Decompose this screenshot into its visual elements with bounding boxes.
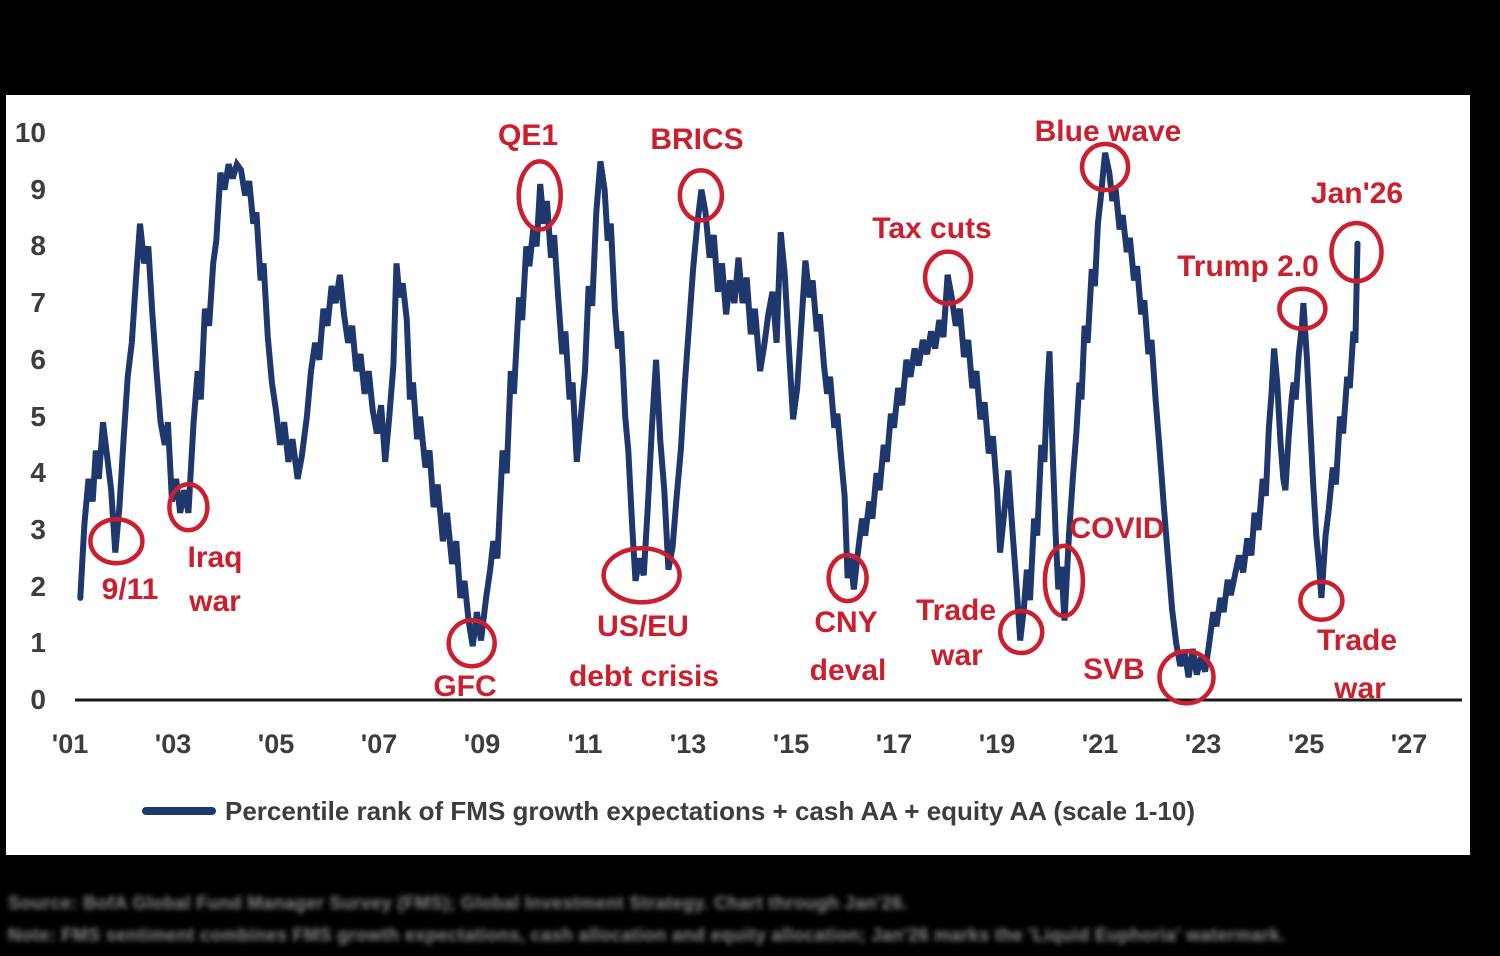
x-tick-label: '11 [567, 729, 603, 759]
legend-label: Percentile rank of FMS growth expectatio… [225, 795, 1195, 826]
y-tick-label: 4 [30, 457, 46, 489]
y-tick-label: 2 [30, 570, 46, 602]
annotation-circle-trump-2-0 [1277, 286, 1328, 332]
annotation-circles [88, 141, 1384, 706]
annotation-label-us-eu-debt-crisis: debt crisis [568, 660, 720, 693]
annotation-label-us-eu-debt-crisis: US/EU [597, 610, 689, 643]
annotation-label-gfc: GFC [433, 670, 497, 703]
footer-source-line-2: Note: FMS sentiment combines FMS growth … [8, 925, 1286, 945]
x-tick-label: '15 [772, 729, 810, 759]
y-tick-label: 8 [30, 230, 46, 262]
annotation-circle-nine-eleven [88, 516, 145, 566]
plot-area [6, 95, 1470, 855]
annotation-label-jan-26: Jan'26 [1310, 177, 1404, 210]
x-tick-label: '27 [1390, 729, 1428, 759]
annotation-label-cny-deval: CNY [814, 606, 878, 639]
annotation-label-cny-deval: deval [809, 654, 887, 687]
annotation-circle-blue-wave [1079, 141, 1131, 193]
annotation-circle-svb [1157, 649, 1216, 706]
annotation-circle-trade-war-2019 [997, 608, 1045, 656]
x-tick-label: '03 [154, 729, 192, 759]
annotation-circle-trade-war-2025 [1298, 579, 1345, 623]
annotation-label-blue-wave: Blue wave [1034, 115, 1182, 148]
annotation-circle-us-eu-debt-crisis [601, 546, 682, 605]
y-tick-label: 3 [30, 513, 46, 545]
y-tick-label: 1 [30, 627, 46, 659]
annotation-circle-cny-deval [826, 552, 869, 604]
annotation-circle-qe1 [516, 159, 563, 232]
annotation-label-covid: COVID [1069, 512, 1165, 545]
annotation-label-iraq-war: war [189, 585, 241, 618]
annotation-circle-iraq-war [167, 481, 210, 533]
annotation-label-trade-war-2025: war [1334, 672, 1386, 705]
y-tick-label: 5 [30, 400, 46, 432]
legend: Percentile rank of FMS growth expectatio… [142, 794, 1195, 828]
x-tick-label: '23 [1184, 729, 1222, 759]
annotation-label-trade-war-2019: Trade [915, 594, 997, 627]
x-tick-label: '01 [51, 729, 89, 759]
annotation-label-brics: BRICS [650, 123, 744, 156]
y-tick-label: 9 [30, 173, 46, 205]
x-tick-label: '21 [1081, 729, 1119, 759]
annotation-circle-brics [677, 168, 725, 223]
footer-source-line-1: Source: BofA Global Fund Manager Survey … [8, 893, 908, 913]
annotation-circle-jan-26 [1329, 220, 1384, 284]
annotation-label-trade-war-2019: war [931, 639, 983, 672]
annotation-circle-gfc [446, 618, 497, 669]
x-tick-label: '05 [257, 729, 295, 759]
x-tick-label: '13 [669, 729, 707, 759]
x-tick-label: '19 [978, 729, 1016, 759]
legend-line-swatch [142, 807, 216, 815]
annotation-label-trade-war-2025: Trade [1316, 624, 1398, 657]
y-tick-label: 7 [30, 287, 46, 319]
x-tick-label: '25 [1287, 729, 1325, 759]
annotation-circle-tax-cuts [922, 249, 974, 306]
x-tick-label: '07 [360, 729, 398, 759]
y-tick-label: 6 [30, 343, 46, 375]
y-tick-label: 0 [30, 684, 46, 715]
annotation-label-qe1: QE1 [497, 119, 559, 152]
x-tick-label: '17 [875, 729, 913, 759]
annotation-label-tax-cuts: Tax cuts [872, 212, 992, 245]
annotation-label-trump-2-0: Trump 2.0 [1177, 250, 1319, 283]
series-line [77, 152, 1361, 678]
y-tick-label: 10 [14, 117, 46, 148]
annotation-label-iraq-war: Iraq [187, 541, 243, 574]
annotation-circle-covid [1042, 543, 1086, 619]
x-tick-label: '09 [463, 729, 501, 759]
annotation-label-nine-eleven: 9/11 [101, 573, 159, 606]
annotation-label-svb: SVB [1083, 653, 1145, 686]
